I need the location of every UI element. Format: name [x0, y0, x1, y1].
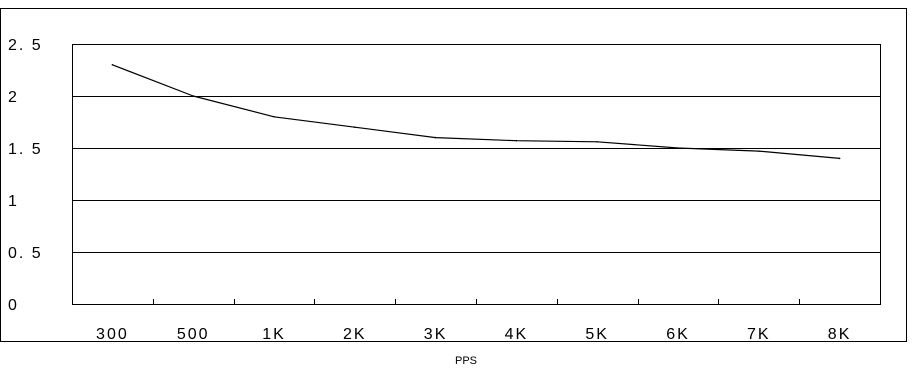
y-tick-label: 1: [8, 193, 19, 210]
y-tick-label: 1. 5: [8, 141, 43, 158]
data-point: [677, 147, 679, 149]
x-tick-label: 4K: [505, 326, 529, 343]
x-tick-label: 3K: [424, 326, 448, 343]
data-point: [111, 64, 114, 66]
y-axis-tick-labels: 0 0. 5 1 1. 5 2 2. 5: [8, 37, 43, 314]
x-tick-label: 1K: [262, 326, 286, 343]
data-point: [434, 136, 437, 139]
series-layer: [111, 64, 841, 160]
x-tick-label: 300: [96, 326, 129, 343]
x-tick-label: 500: [177, 326, 210, 343]
x-tick-label: 5K: [585, 326, 609, 343]
data-point: [192, 95, 194, 97]
x-axis-title: PPS: [455, 355, 477, 367]
y-tick-label: 2. 5: [8, 37, 43, 54]
data-point: [515, 139, 518, 142]
gridlines: [72, 96, 880, 253]
data-point: [273, 116, 275, 118]
data-point: [758, 150, 760, 152]
y-tick-label: 2: [8, 89, 19, 106]
series-line: [112, 64, 840, 159]
x-axis-ticks: [153, 299, 800, 304]
data-point: [596, 140, 598, 143]
x-tick-label: 6K: [666, 326, 690, 343]
x-tick-label: 8K: [828, 326, 852, 343]
data-point: [354, 126, 356, 128]
chart-outer-border: [0, 8, 907, 342]
y-tick-label: 0. 5: [8, 245, 43, 262]
x-tick-label: 2K: [343, 326, 367, 343]
x-tick-label: 7K: [747, 326, 771, 343]
plot-area-border: [72, 44, 881, 305]
x-axis-tick-labels: 300 500 1K 2K 3K 4K 5K 6K 7K 8K: [96, 326, 852, 343]
data-point: [838, 157, 841, 160]
y-tick-label: 0: [8, 297, 19, 314]
